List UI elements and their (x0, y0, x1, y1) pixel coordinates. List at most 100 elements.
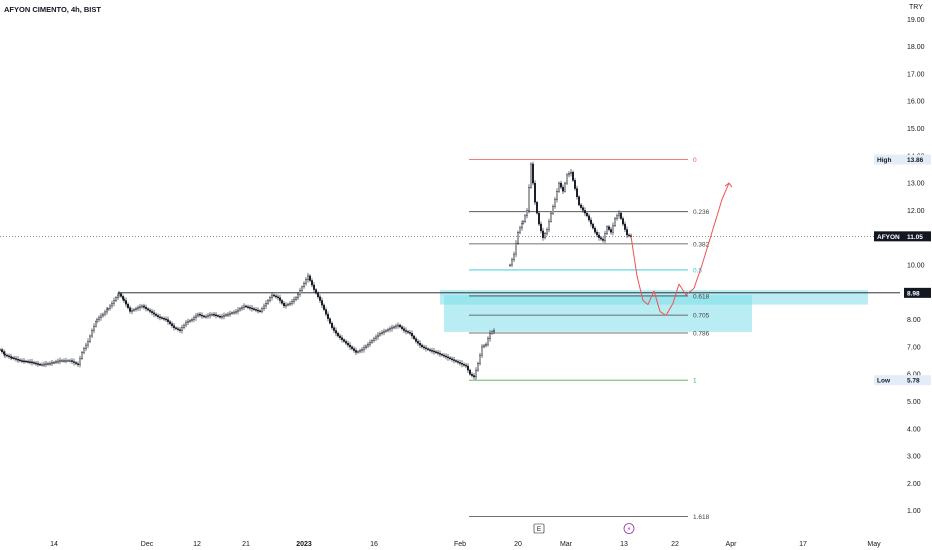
candle-a-body-84 (160, 317, 163, 319)
candle-b-body-14 (536, 202, 539, 214)
candle-a-body-233 (459, 362, 462, 364)
candle-a-body-156 (305, 279, 308, 284)
candle-a-body-150 (293, 299, 296, 302)
candle-a-body-193 (379, 333, 382, 336)
candle-a-body-56 (106, 308, 109, 310)
candle-a-body-158 (309, 275, 312, 281)
y-tick-label-15: 17.00 (907, 71, 925, 78)
y-tick-label-11: 13.00 (907, 181, 925, 188)
candle-a-body-51 (97, 317, 100, 320)
candle-a-body-41 (78, 358, 81, 365)
candle-a-body-36 (68, 360, 71, 362)
candle-a-body-106 (204, 315, 207, 318)
candle-b-body-5 (519, 227, 522, 233)
candle-a-body-19 (35, 362, 38, 365)
candle-a-body-23 (43, 363, 46, 366)
candle-a-body-59 (112, 300, 115, 304)
candle-a-body-21 (39, 363, 42, 366)
candle-a-body-172 (337, 333, 340, 337)
candle-a-body-73 (138, 306, 141, 309)
candle-b-body-30 (568, 173, 571, 176)
candle-a-body-5 (7, 355, 10, 358)
candle-a-body-46 (88, 335, 91, 342)
candle-a-body-128 (248, 307, 251, 309)
dividend-marker-label: ⚡ (627, 526, 632, 533)
candle-b-body-22 (552, 206, 555, 214)
candle-a-body-96 (184, 322, 187, 326)
candle-a-body-207 (407, 331, 410, 333)
candle-a-body-9 (14, 358, 17, 360)
candle-a-body-186 (365, 345, 368, 349)
candle-a-body-248 (489, 333, 492, 339)
candle-b-body-46 (600, 237, 603, 240)
candle-b-body-23 (554, 199, 557, 207)
candle-a-body-231 (455, 360, 458, 362)
candle-b-body-19 (546, 229, 549, 234)
candle-a-body-121 (234, 311, 237, 313)
candle-a-body-170 (333, 327, 336, 331)
candle-a-body-92 (176, 328, 179, 330)
y-tick-label-1: 2.00 (907, 481, 921, 488)
candle-a-body-119 (230, 312, 233, 314)
candle-a-body-247 (487, 338, 490, 345)
candle-b-body-41 (590, 219, 593, 225)
time-axis[interactable]: 14 Dec 12 21 2023 16 Feb 20 Mar 13 22 Apr 17 May (50, 541, 881, 548)
zone-1 (444, 295, 752, 332)
candle-a-body-144 (281, 300, 284, 304)
candle-a-body-127 (246, 306, 249, 308)
candle-a-body-115 (222, 315, 225, 317)
candle-b-body-40 (588, 215, 591, 221)
candle-a-body-39 (74, 362, 77, 364)
candle-a-body-208 (409, 332, 412, 334)
fib-label-6: 0.786 (693, 331, 710, 338)
candle-a-body-162 (317, 293, 320, 298)
candle-a-body-145 (283, 303, 286, 307)
x-tick-label-1: Dec (141, 541, 154, 548)
candle-a-body-2 (3, 351, 6, 355)
x-tick-label-8: Mar (560, 541, 573, 548)
candle-b-body-27 (562, 186, 565, 192)
candle-a-body-103 (198, 313, 201, 316)
price-axis[interactable]: 1.00 2.00 3.00 4.00 5.00 6.00 7.00 8.00 10.00 11.… (907, 17, 925, 515)
candle-a-body-230 (453, 359, 456, 361)
candle-b-body-0 (509, 264, 512, 267)
candle-a-body-217 (427, 348, 430, 350)
candle-b-body-51 (610, 229, 613, 233)
candle-a-body-220 (433, 350, 436, 353)
candle-a-body-241 (475, 369, 478, 378)
candle-b-body-33 (574, 180, 577, 189)
candle-a-body-97 (186, 321, 189, 323)
candle-a-body-49 (94, 321, 97, 327)
candle-a-body-196 (385, 330, 388, 332)
fibonacci-retracement[interactable]: 0 0.236 0.382 0.5 0.618 0.705 0.786 1 1.618 (469, 157, 710, 521)
candle-a-body-147 (287, 303, 290, 306)
candle-a-body-79 (150, 311, 153, 313)
candle-a-body-25 (47, 363, 50, 365)
candle-b-body-50 (608, 226, 611, 230)
candle-a-body-54 (103, 311, 106, 315)
candle-a-body-125 (242, 305, 245, 308)
candle-a-body-226 (445, 355, 448, 358)
candle-a-body-75 (142, 305, 145, 308)
candle-a-body-160 (313, 284, 316, 290)
candle-a-body-116 (224, 314, 227, 317)
candle-a-body-139 (271, 294, 274, 298)
candle-a-body-26 (49, 363, 52, 365)
x-tick-label-12: 17 (799, 541, 807, 548)
candle-a-body-29 (55, 361, 58, 363)
candle-a-body-30 (57, 360, 60, 363)
candle-a-body-224 (441, 353, 444, 356)
event-markers[interactable]: E ⚡ (533, 523, 635, 534)
earnings-marker (533, 523, 545, 534)
y-tick-label-7: 8.00 (907, 317, 921, 324)
candle-a-body-68 (128, 307, 131, 312)
projection-path[interactable] (630, 182, 733, 317)
candle-a-body-134 (261, 308, 264, 312)
candle-a-body-123 (238, 308, 241, 311)
candle-a-body-202 (397, 324, 400, 327)
candle-a-body-20 (37, 363, 40, 365)
candle-a-body-67 (126, 303, 129, 308)
candle-a-body-141 (275, 295, 278, 298)
candle-b-body-29 (566, 174, 569, 184)
